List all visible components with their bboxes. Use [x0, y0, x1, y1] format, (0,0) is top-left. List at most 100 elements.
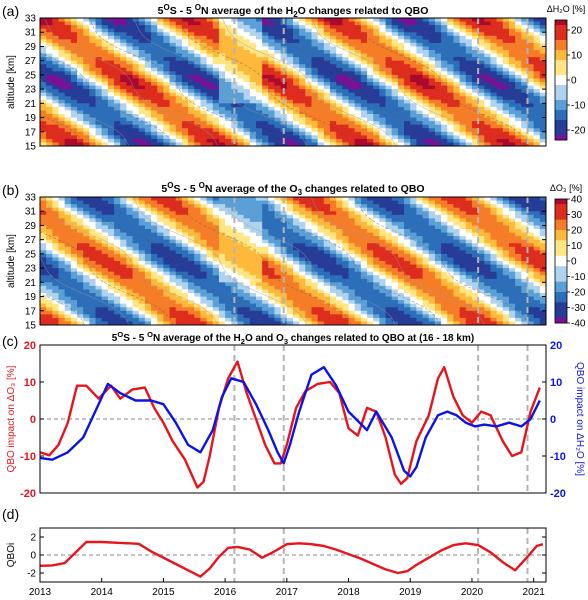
heatmap-cell — [89, 225, 96, 230]
heatmap-cell — [237, 293, 245, 297]
heatmap-cell — [243, 121, 251, 126]
heatmap-cell — [397, 42, 405, 47]
heatmap-cell — [200, 50, 208, 54]
heatmap-cell — [157, 18, 164, 22]
heatmap-cell — [225, 197, 232, 201]
heatmap-cell — [194, 92, 201, 97]
heatmap-cell — [40, 285, 47, 290]
heatmap-cell — [225, 246, 232, 251]
heatmap-cell — [268, 46, 275, 51]
heatmap-cell — [101, 42, 109, 47]
heatmap-cell — [225, 214, 232, 219]
heatmap-cell — [212, 303, 220, 308]
heatmap-cell — [138, 60, 146, 65]
heatmap-cell — [243, 236, 251, 241]
heatmap-cell — [237, 218, 245, 223]
heatmap-cell — [138, 78, 146, 83]
heatmap-cell — [64, 110, 72, 115]
heatmap-cell — [206, 128, 214, 133]
heatmap-cell — [422, 78, 430, 83]
heatmap-cell — [114, 261, 121, 265]
heatmap-cell — [40, 138, 47, 143]
heatmap-cell — [169, 18, 177, 22]
heatmap-cell — [46, 246, 53, 251]
heatmap-cell — [107, 67, 115, 72]
heatmap-cell — [175, 253, 183, 258]
colorbar-swatch — [555, 115, 567, 121]
heatmap-cell — [237, 106, 245, 111]
heatmap-cell — [342, 18, 349, 22]
heatmap-cell — [64, 82, 72, 86]
heatmap-cell — [490, 138, 498, 143]
heatmap-cell — [391, 135, 399, 140]
heatmap-cell — [218, 57, 226, 62]
heatmap-cell — [206, 25, 214, 30]
heatmap-cell — [379, 89, 386, 94]
heatmap-cell — [157, 321, 164, 325]
heatmap-cell — [169, 307, 177, 312]
heatmap-cell — [268, 229, 275, 233]
heatmap-cell — [268, 35, 275, 40]
heatmap-cell — [336, 85, 343, 90]
heatmap-cell — [515, 18, 522, 22]
heatmap-cell — [274, 261, 282, 265]
heatmap-cell — [299, 211, 306, 216]
heatmap-cell — [206, 310, 214, 315]
heatmap-cell — [348, 225, 356, 230]
heatmap-cell — [126, 142, 133, 146]
heatmap-cell — [360, 204, 368, 209]
heatmap-cell — [175, 64, 183, 69]
heatmap-cell — [367, 71, 374, 76]
heatmap-cell — [502, 78, 510, 83]
heatmap-cell — [274, 46, 282, 51]
heatmap-cell — [40, 282, 47, 287]
heatmap-cell — [367, 278, 374, 283]
heatmap-cell — [175, 314, 183, 319]
heatmap-cell — [502, 89, 510, 94]
heatmap-cell — [101, 307, 109, 312]
heatmap-cell — [330, 253, 337, 258]
heatmap-cell — [231, 232, 238, 237]
heatmap-cell — [107, 285, 115, 290]
heatmap-cell — [157, 32, 164, 37]
heatmap-cell — [237, 207, 245, 212]
heatmap-cell — [107, 236, 115, 241]
heatmap-cell — [95, 60, 103, 65]
heatmap-cell — [465, 121, 473, 126]
heatmap-cell — [138, 321, 146, 325]
heatmap-cell — [434, 135, 442, 140]
heatmap-cell — [138, 106, 146, 111]
heatmap-cell — [416, 46, 423, 51]
heatmap-cell — [70, 310, 78, 315]
heatmap-cell — [521, 57, 528, 62]
heatmap-cell — [416, 85, 423, 90]
heatmap-cell — [175, 293, 183, 297]
heatmap-cell — [126, 282, 133, 287]
heatmap-cell — [293, 310, 300, 315]
heatmap-cell — [262, 229, 269, 233]
heatmap-cell — [311, 25, 319, 30]
heatmap-cell — [410, 89, 417, 94]
heatmap-cell — [101, 28, 109, 33]
heatmap-cell — [465, 96, 473, 101]
heatmap-cell — [311, 275, 319, 280]
heatmap-cell — [447, 67, 454, 72]
heatmap-cell — [120, 74, 127, 79]
heatmap-cell — [311, 53, 319, 58]
heatmap-cell — [175, 106, 183, 111]
heatmap-cell — [46, 282, 53, 287]
heatmap-cell — [274, 218, 282, 223]
heatmap-cell — [323, 278, 331, 283]
heatmap-cell — [144, 82, 152, 86]
heatmap-cell — [367, 221, 374, 226]
heatmap-cell — [218, 99, 226, 104]
heatmap-cell — [237, 131, 245, 136]
heatmap-cell — [151, 314, 158, 319]
heatmap-cell — [157, 138, 164, 143]
heatmap-cell — [539, 124, 546, 129]
heatmap-cell — [515, 99, 522, 104]
heatmap-cell — [274, 78, 282, 83]
heatmap-cell — [262, 221, 269, 226]
heatmap-cell — [422, 35, 430, 40]
heatmap-cell — [397, 135, 405, 140]
